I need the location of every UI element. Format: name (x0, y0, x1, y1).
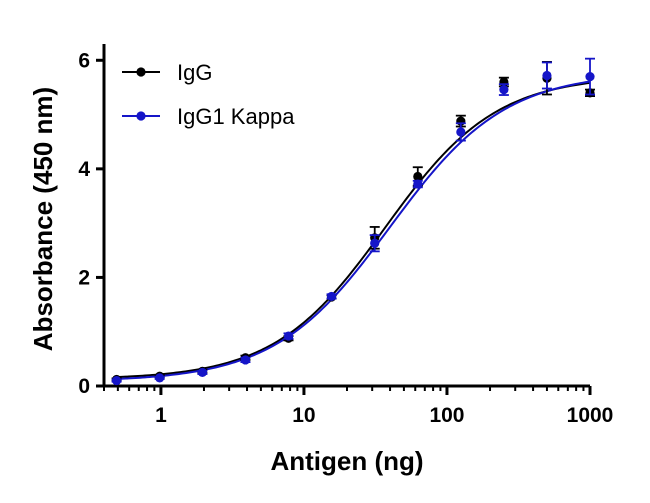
y-axis-title: Absorbance (450 nm) (28, 87, 58, 351)
x-tick-label: 100 (429, 404, 464, 427)
x-tick-label: 1000 (567, 404, 614, 427)
data-point (111, 375, 122, 386)
axes: 0 2 4 6 1 10 100 1000 (78, 44, 613, 427)
y-tick-label: 2 (78, 266, 90, 289)
legend-item: IgG1 Kappa (122, 104, 295, 129)
legend: IgG IgG1 Kappa (122, 60, 295, 129)
legend-label: IgG (177, 60, 212, 85)
data-point (412, 179, 423, 189)
x-tick-label: 1 (155, 404, 167, 427)
data-point (498, 83, 509, 96)
data-point (585, 57, 595, 96)
data-points (111, 57, 595, 386)
point-marker (542, 70, 552, 81)
data-point (283, 331, 294, 341)
fit-curve-2 (116, 80, 591, 381)
legend-label: IgG1 Kappa (177, 104, 295, 129)
point-marker (283, 331, 294, 341)
fit-curve-1 (116, 81, 591, 379)
legend-marker (136, 67, 146, 77)
fit-curves (116, 80, 591, 381)
legend-marker (136, 111, 146, 121)
data-point (240, 355, 251, 365)
point-marker (370, 238, 380, 248)
point-marker (155, 373, 165, 383)
point-marker (413, 171, 423, 182)
data-point (541, 61, 552, 90)
data-point (154, 373, 165, 383)
x-axis-title: Antigen (ng) (270, 446, 423, 476)
data-point (197, 367, 208, 378)
point-marker (326, 291, 337, 302)
point-marker (240, 355, 251, 365)
legend-item: IgG (122, 60, 212, 85)
data-point (326, 291, 337, 302)
point-marker (456, 127, 466, 137)
data-point (455, 122, 466, 142)
point-marker (585, 71, 595, 82)
point-marker (413, 179, 423, 189)
point-marker (197, 367, 207, 378)
y-tick-label: 4 (78, 158, 90, 181)
y-tick-label: 0 (78, 375, 90, 398)
y-tick-label: 6 (78, 49, 90, 72)
point-marker (112, 375, 122, 386)
x-tick-label: 10 (292, 404, 315, 427)
data-point (369, 234, 380, 253)
point-marker (499, 85, 509, 95)
